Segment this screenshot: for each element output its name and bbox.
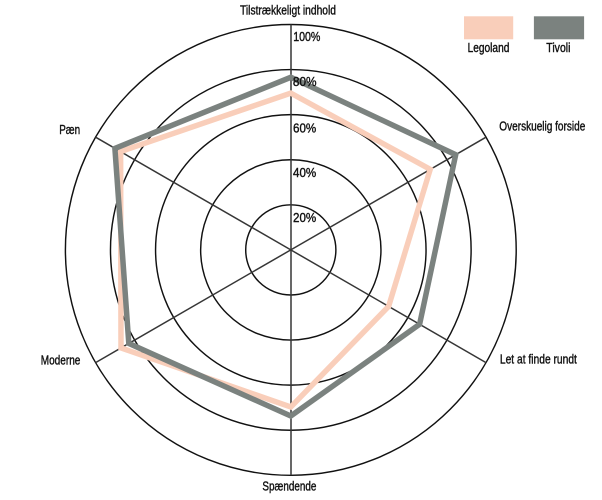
svg-text:80%: 80%: [293, 75, 317, 89]
svg-text:40%: 40%: [293, 166, 316, 180]
svg-text:Moderne: Moderne: [41, 354, 81, 368]
svg-text:Overskuelig forside: Overskuelig forside: [499, 119, 585, 133]
svg-text:Tilstrækkeligt indhold: Tilstrækkeligt indhold: [240, 4, 336, 18]
svg-text:60%: 60%: [293, 122, 316, 136]
svg-text:Tivoli: Tivoli: [546, 41, 570, 55]
svg-text:20%: 20%: [293, 211, 316, 225]
svg-text:Spændende: Spændende: [262, 480, 316, 494]
svg-text:Legoland: Legoland: [468, 41, 510, 55]
svg-text:Pæn: Pæn: [59, 123, 80, 137]
svg-text:Let at finde rundt: Let at finde rundt: [500, 352, 577, 366]
svg-text:100%: 100%: [293, 30, 320, 44]
